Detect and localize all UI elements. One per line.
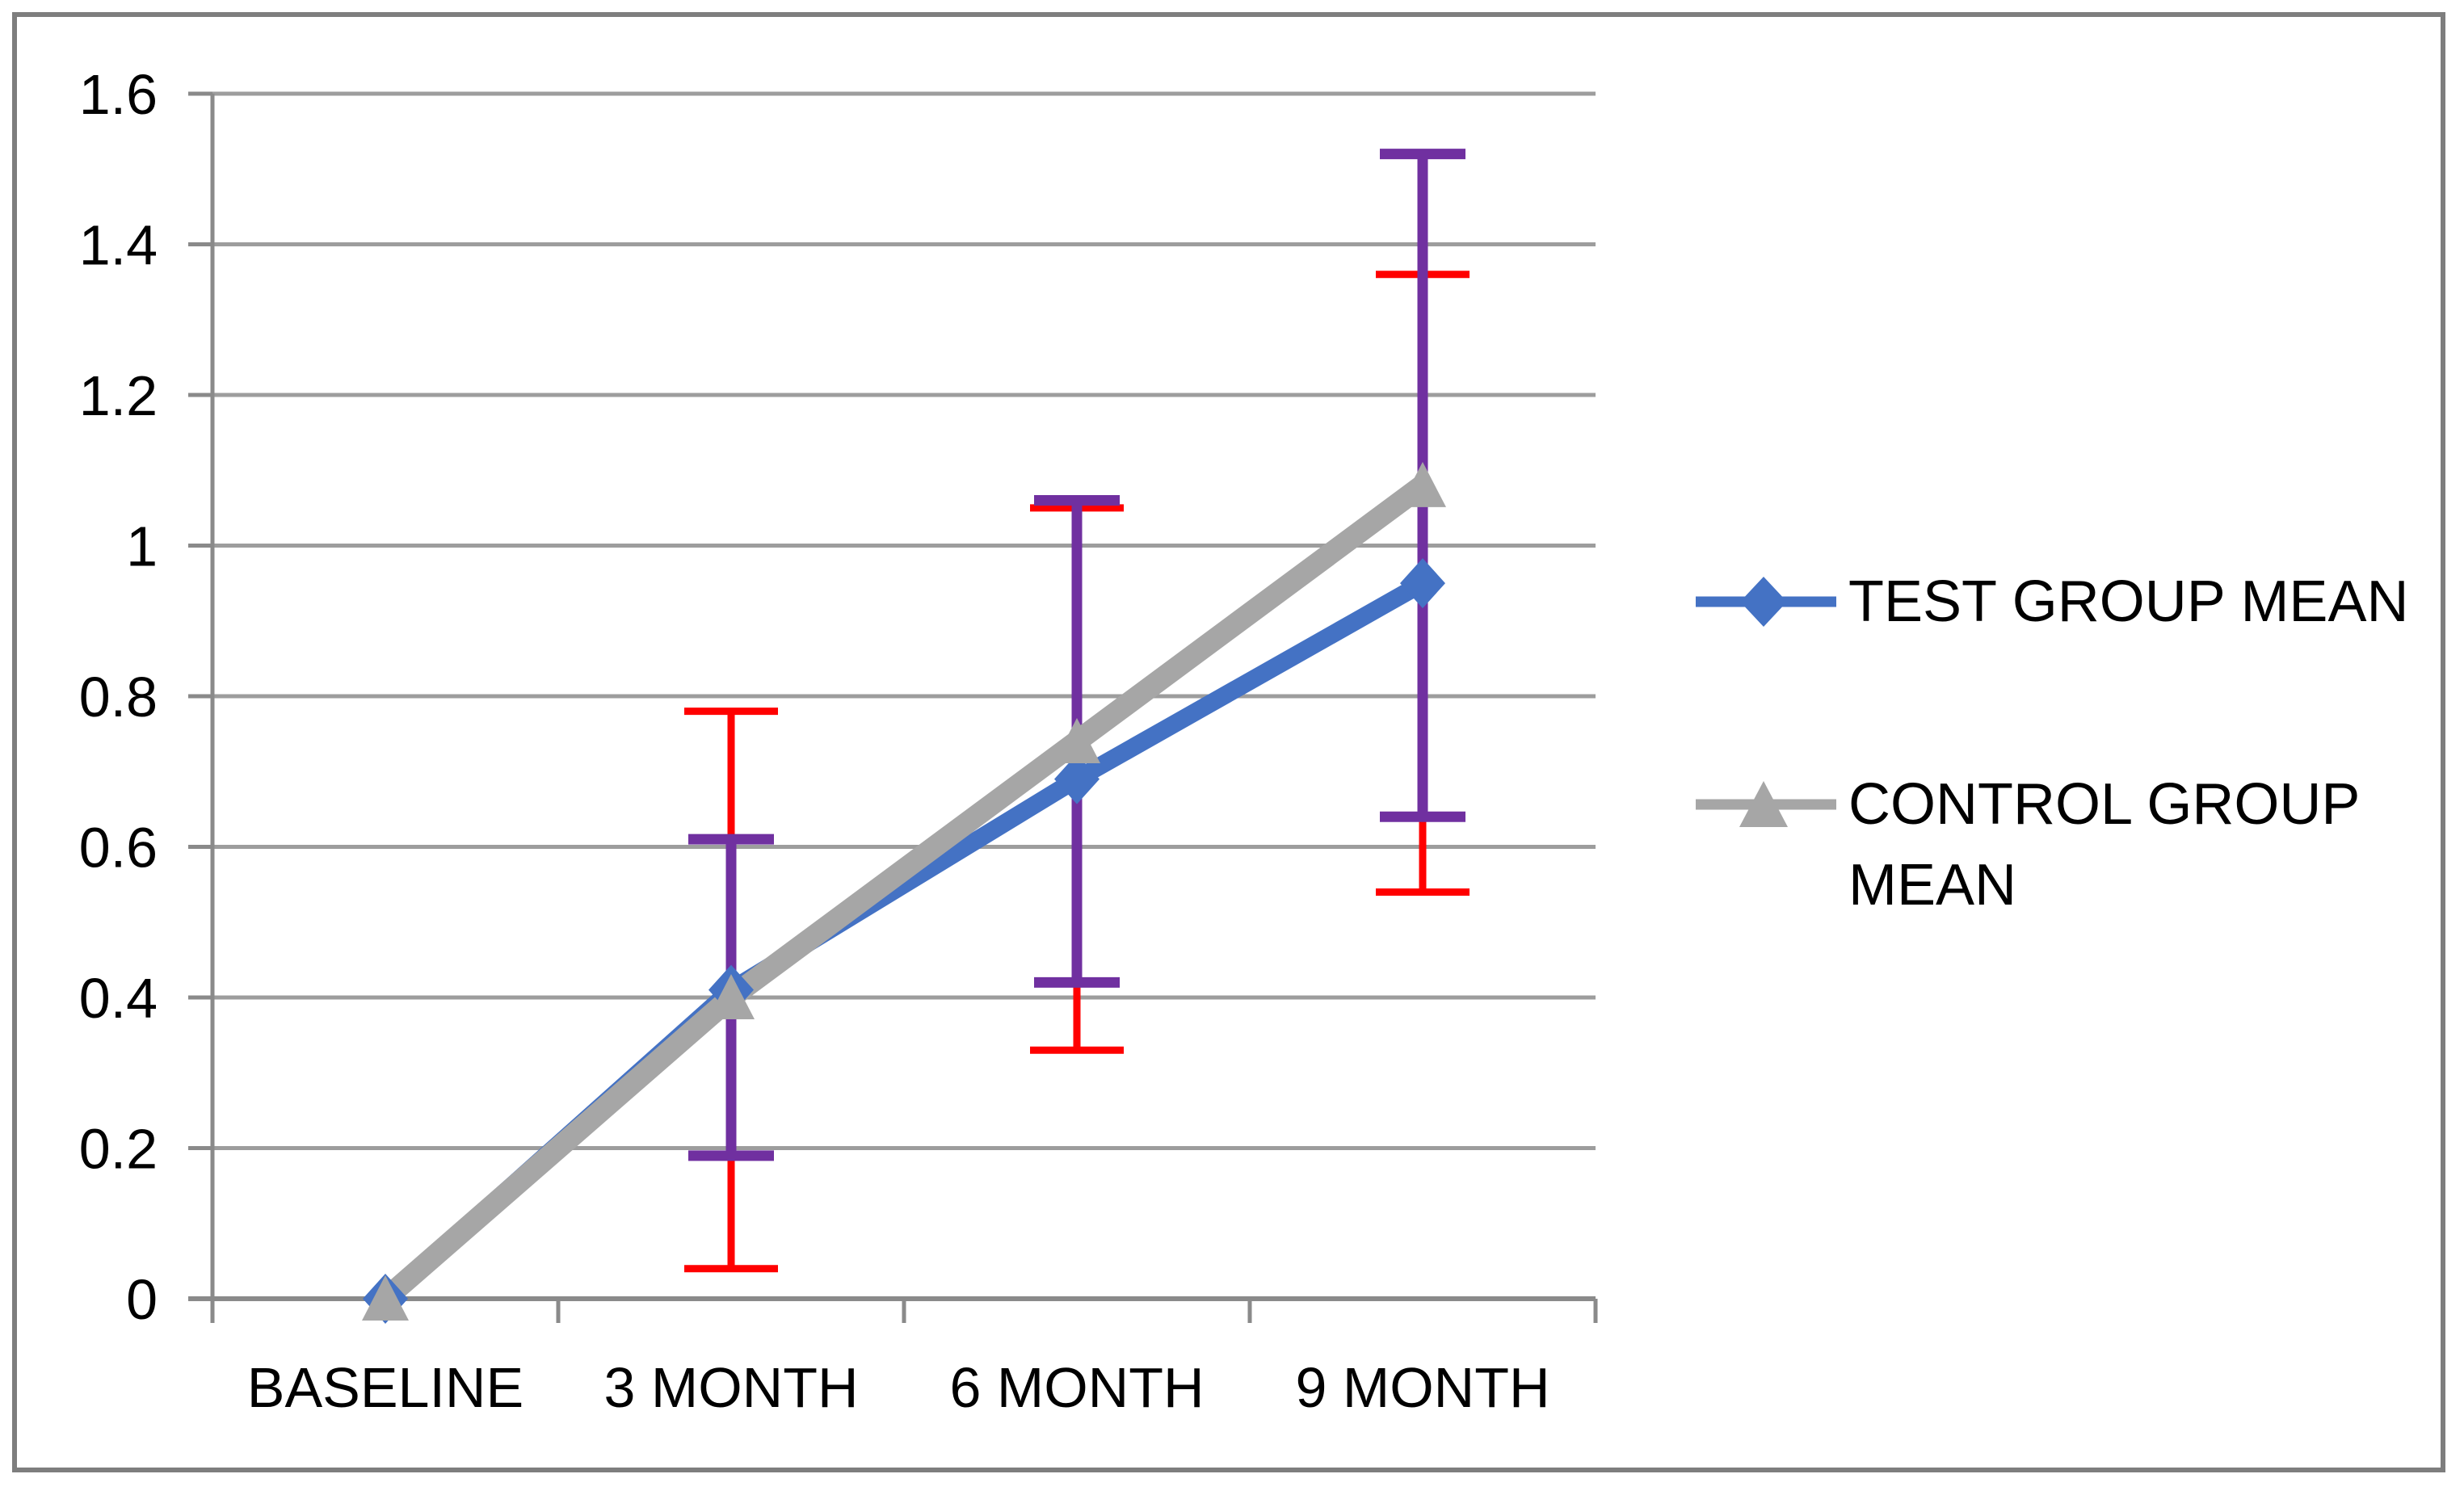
y-axis-tick-label: 1: [126, 515, 158, 578]
y-axis-tick-label: 0.4: [79, 967, 158, 1030]
legend-swatch-test-group: [1696, 577, 1836, 627]
y-axis-tick-label: 0.2: [79, 1118, 158, 1181]
x-axis-label: 9 MONTH: [1296, 1356, 1550, 1419]
triangle-marker-icon: [708, 974, 755, 1019]
triangle-marker-icon: [362, 1275, 409, 1321]
series-line-control: [378, 477, 1430, 1308]
x-axis-label: 3 MONTH: [604, 1356, 859, 1419]
x-axis-label: BASELINE: [247, 1356, 523, 1419]
triangle-marker-icon: [1399, 461, 1446, 507]
y-axis-tick-label: 1.4: [79, 214, 158, 277]
y-axis-tick-label: 1.2: [79, 364, 158, 427]
x-axis-label: 6 MONTH: [950, 1356, 1205, 1419]
y-axis-tick-label: 0.6: [79, 817, 158, 880]
y-axis-tick-label: 0: [126, 1268, 158, 1331]
chart-border: [12, 12, 2445, 1472]
diamond-marker-icon: [1400, 558, 1445, 609]
legend-label-control-group: CONTROL GROUP MEAN: [1848, 772, 2360, 918]
triangle-marker-icon: [1739, 781, 1788, 827]
series-line-test: [379, 575, 1428, 1306]
diamond-marker-icon: [1740, 577, 1787, 627]
y-axis-tick-label: 1.6: [79, 63, 158, 126]
y-axis-tick-label: 0.8: [79, 666, 158, 729]
legend-label-test-group: TEST GROUP MEAN: [1848, 569, 2409, 634]
triangle-marker-icon: [1053, 717, 1100, 763]
diamond-marker-icon: [1054, 754, 1100, 804]
legend-swatch-control-group: [1696, 781, 1836, 827]
